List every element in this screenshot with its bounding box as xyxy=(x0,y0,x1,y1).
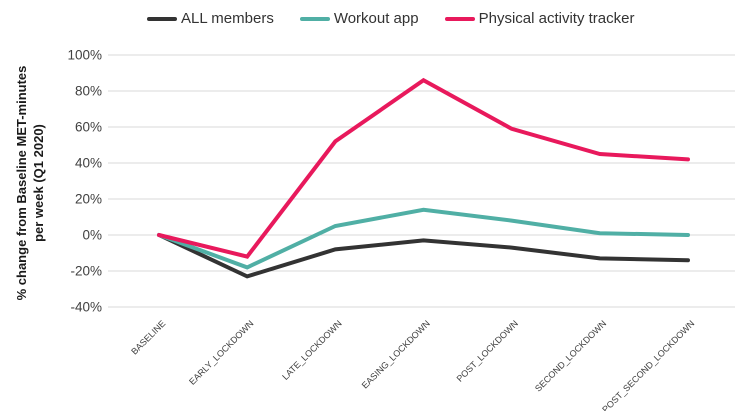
y-tick-label: 0% xyxy=(82,228,102,243)
x-tick-label: EASING_LOCKDOWN xyxy=(360,318,432,390)
y-tick-label: -20% xyxy=(70,264,102,279)
legend-item: Physical activity tracker xyxy=(444,10,635,27)
x-tick-label: SECOND_LOCKDOWN xyxy=(533,318,608,393)
legend-item: Workout app xyxy=(299,10,419,27)
series-line-workout-app xyxy=(157,207,690,270)
legend-label: Workout app xyxy=(333,10,419,27)
x-tick-label: POST_SECOND_LOCKDOWN xyxy=(600,318,696,411)
legend-label: ALL members xyxy=(181,10,274,27)
y-tick-label: 40% xyxy=(75,156,102,171)
series-line-physical-activity-tracker xyxy=(157,77,690,259)
y-tick-label: 100% xyxy=(67,48,102,63)
y-axis-title: % change from Baseline MET-minutes per w… xyxy=(14,65,46,301)
y-tick-label: 60% xyxy=(75,120,102,135)
x-tick-label: POST_LOCKDOWN xyxy=(455,318,520,383)
x-tick-label: LATE_LOCKDOWN xyxy=(280,318,344,382)
y-tick-label: 20% xyxy=(75,192,102,207)
legend-label: Physical activity tracker xyxy=(478,10,635,27)
x-tick-label: EARLY_LOCKDOWN xyxy=(187,318,255,386)
legend: ALL members Workout app Physical activity … xyxy=(147,10,634,27)
legend-line-swatch-icon xyxy=(299,16,330,21)
y-tick-label: 80% xyxy=(75,84,102,99)
series-line-all-members xyxy=(157,233,690,279)
legend-line-swatch-icon xyxy=(444,16,475,21)
legend-item: ALL members xyxy=(147,10,274,27)
legend-line-swatch-icon xyxy=(147,16,177,21)
x-tick-label: BASELINE xyxy=(129,318,167,356)
y-tick-label: -40% xyxy=(70,300,102,315)
